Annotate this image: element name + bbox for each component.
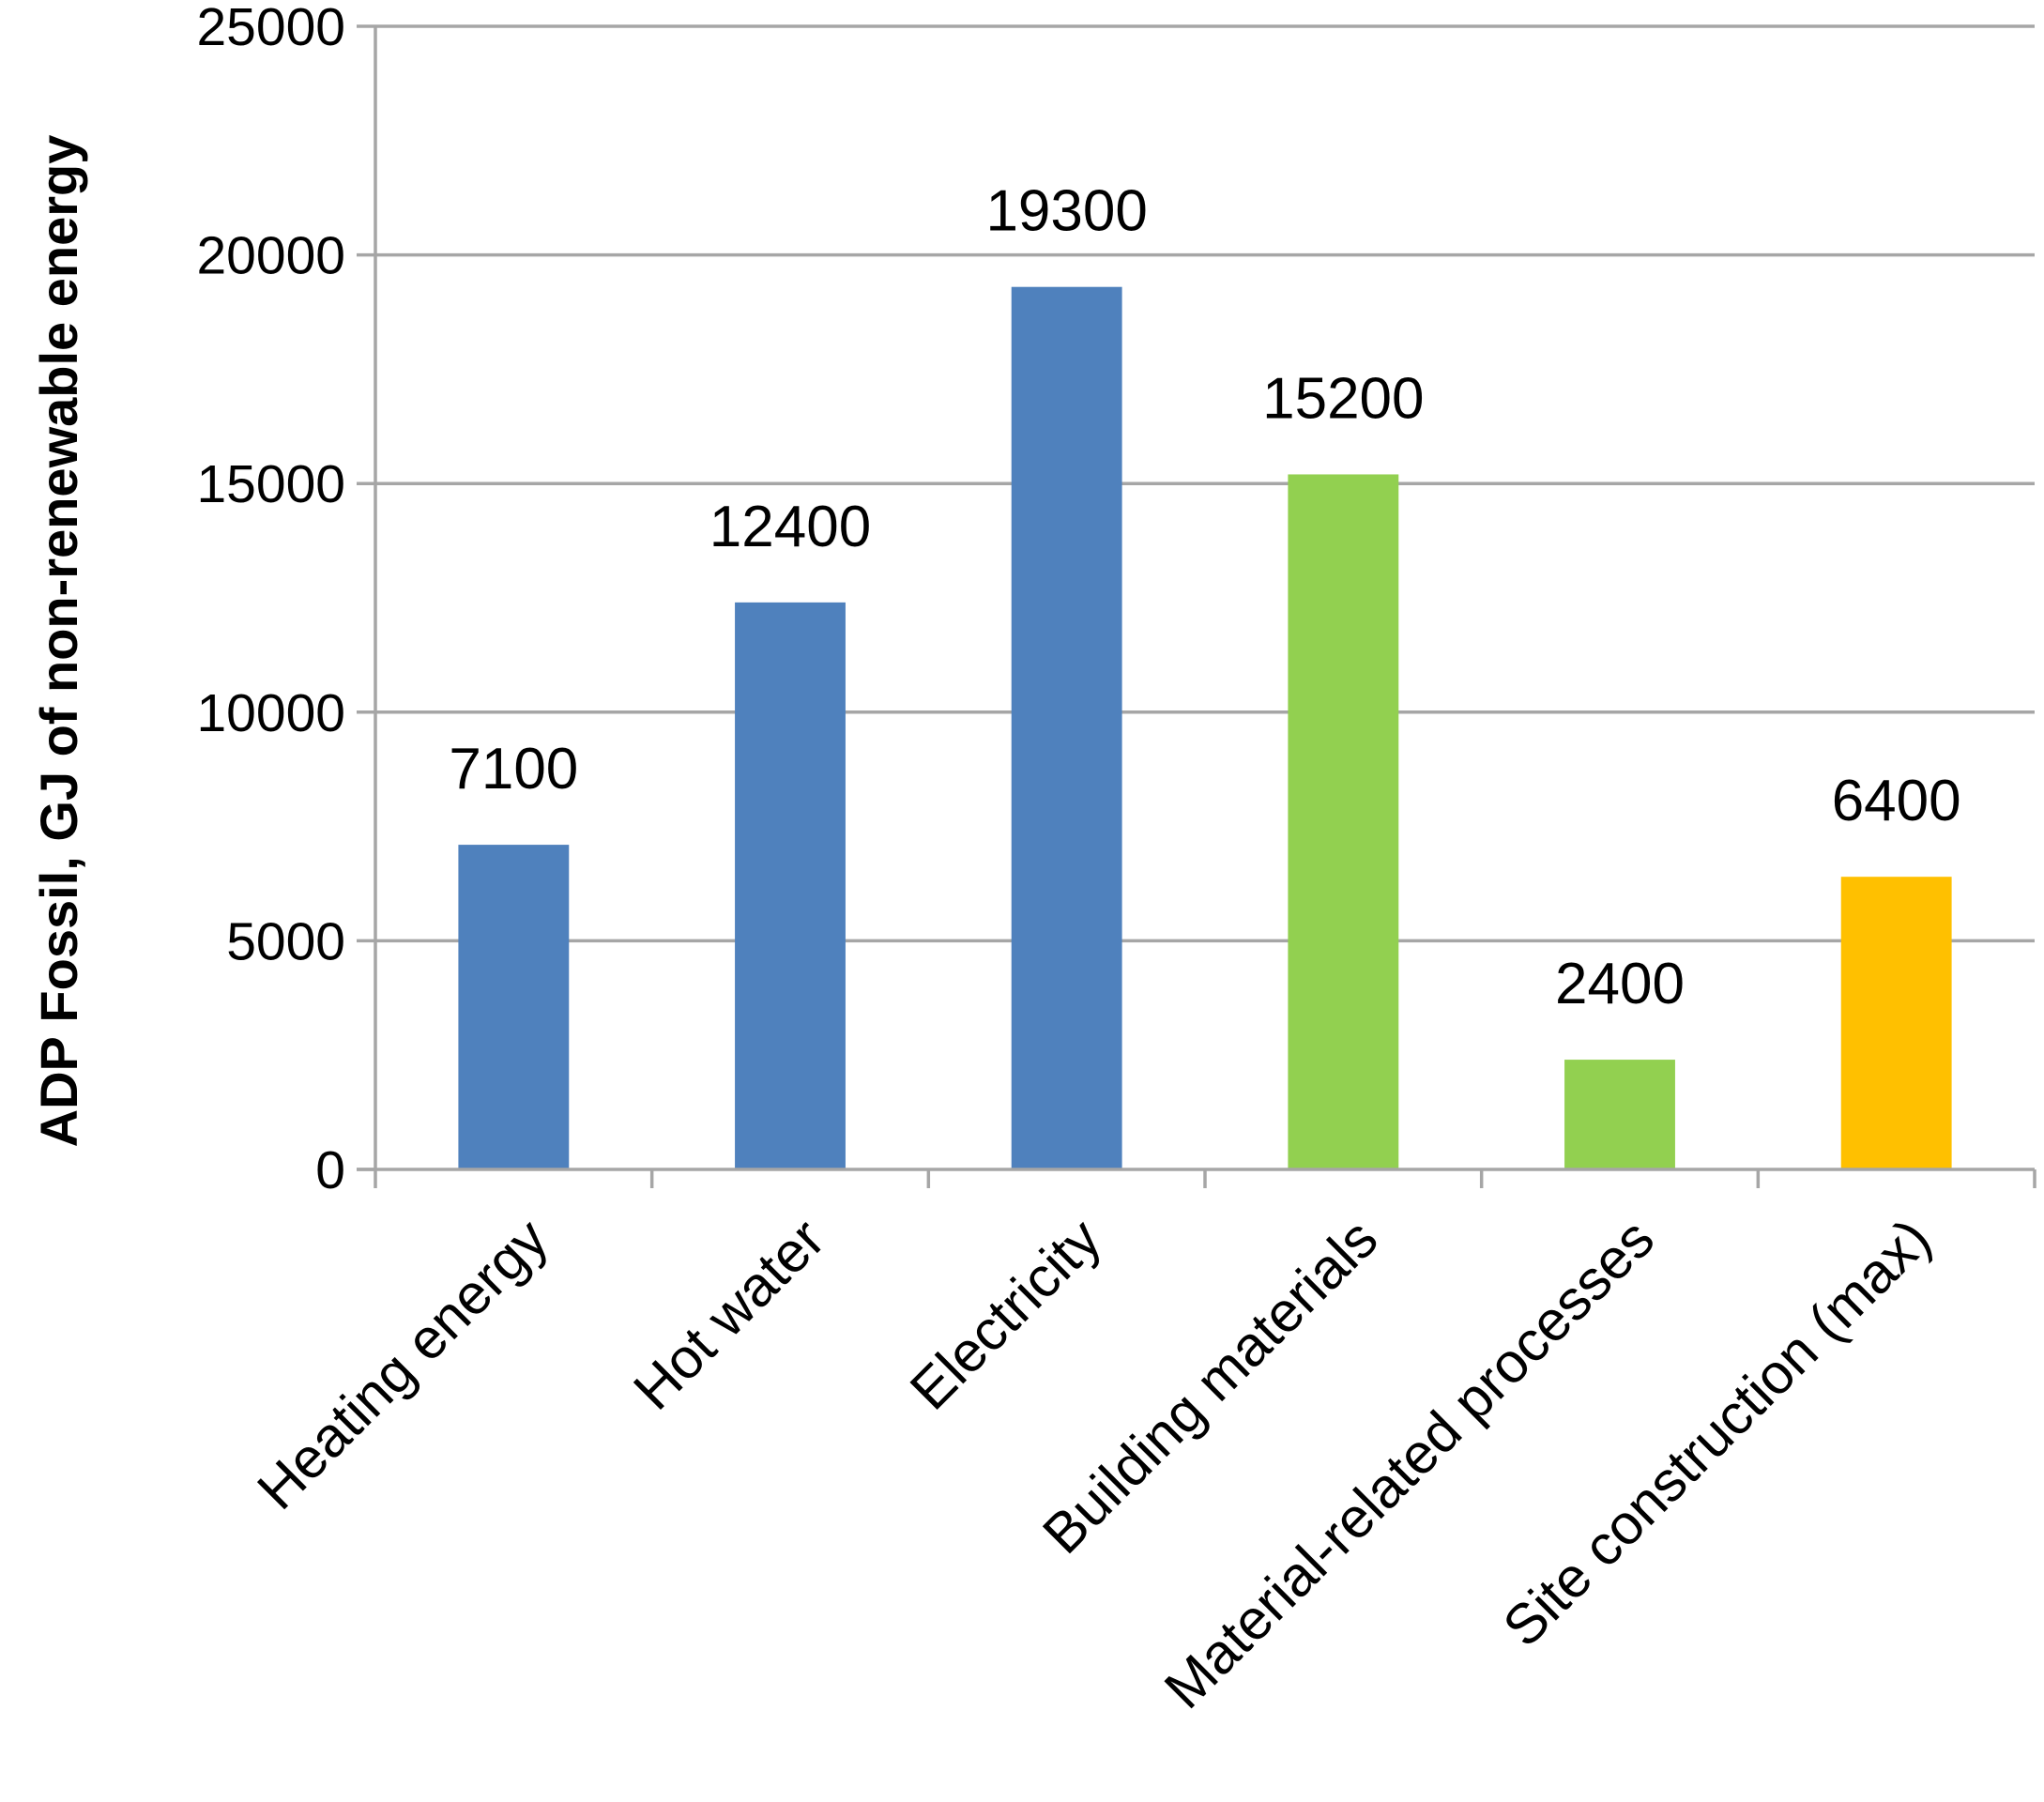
- x-category-label: Material-related processes: [1152, 1207, 1666, 1720]
- y-tick-label: 15000: [196, 454, 345, 514]
- data-label: 2400: [1555, 952, 1685, 1016]
- y-tick-label: 5000: [226, 911, 345, 971]
- bar: [1840, 877, 1952, 1169]
- bar: [735, 602, 846, 1169]
- data-label: 12400: [709, 495, 871, 559]
- y-axis-title: ADP Fossil, GJ of non-renewable energy: [29, 135, 88, 1148]
- y-tick-label: 20000: [196, 226, 345, 286]
- data-label: 19300: [985, 179, 1147, 244]
- bars: [458, 286, 1952, 1170]
- bar: [458, 845, 570, 1169]
- x-category-label: Hot water: [621, 1207, 836, 1422]
- y-tick-label: 0: [315, 1140, 345, 1200]
- data-label: 6400: [1832, 769, 1961, 833]
- data-label: 7100: [449, 737, 578, 802]
- bar: [1288, 474, 1399, 1169]
- bar: [1564, 1060, 1675, 1169]
- axes: [357, 24, 2036, 1188]
- x-category-label: Heating energy: [245, 1207, 559, 1521]
- x-category-label: Electricity: [898, 1207, 1113, 1422]
- y-tick-label: 10000: [196, 683, 345, 743]
- gridlines: [375, 24, 2035, 943]
- y-tick-label: 25000: [196, 0, 345, 57]
- data-label: 15200: [1262, 366, 1424, 431]
- bar: [1011, 286, 1122, 1170]
